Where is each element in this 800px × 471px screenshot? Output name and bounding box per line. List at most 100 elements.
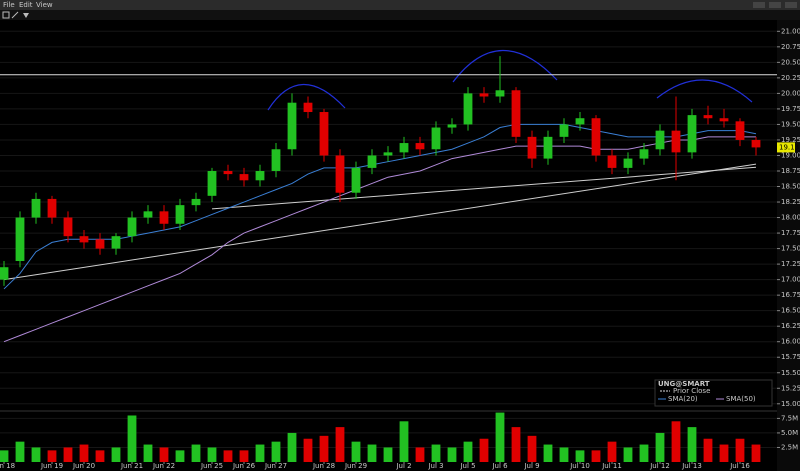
- candle-body: [703, 115, 713, 119]
- volume-bar: [447, 447, 457, 462]
- sma-line: [3, 123, 757, 290]
- volume-bar: [703, 438, 713, 462]
- candle-body: [303, 102, 313, 113]
- candle-body: [15, 217, 25, 262]
- volume-bar: [351, 441, 361, 462]
- x-tick-label: Jul 16: [729, 462, 750, 470]
- candle-body: [575, 118, 585, 125]
- x-tick-label: Jul 6: [491, 462, 508, 470]
- volume-bar: [591, 450, 601, 462]
- volume-bar: [207, 447, 217, 462]
- candle-body: [175, 205, 185, 224]
- x-tick-label: Jun 22: [152, 462, 175, 470]
- volume-bar: [399, 421, 409, 462]
- volume-bar: [303, 438, 313, 462]
- x-tick-label: Jul 9: [523, 462, 539, 470]
- volume-bar: [671, 421, 681, 462]
- trend-line: [3, 163, 757, 281]
- candle-body: [639, 149, 649, 159]
- maximize-button[interactable]: [769, 2, 781, 8]
- volume-bar: [175, 450, 185, 462]
- volume-bar: [95, 450, 105, 462]
- arc: [656, 79, 753, 103]
- x-tick-label: Jun 29: [344, 462, 367, 470]
- x-tick-label: Jul 5: [459, 462, 475, 470]
- candle-body: [687, 115, 697, 153]
- volume-bar: [223, 450, 233, 462]
- volume-bar: [383, 447, 393, 462]
- volume-bar: [639, 444, 649, 462]
- y-tick-label: 16.00: [781, 338, 800, 346]
- candle-body: [591, 118, 601, 156]
- legend-label: SMA(50): [726, 395, 756, 403]
- y-tick-label: 16.25: [781, 322, 800, 330]
- candle-body: [271, 149, 281, 171]
- menu-item[interactable]: File: [3, 1, 15, 9]
- x-tick-label: Jul 3: [427, 462, 443, 470]
- candle-body: [159, 211, 169, 224]
- y-tick-label: 19.75: [781, 105, 800, 113]
- candle-body: [543, 136, 553, 159]
- volume-bar: [127, 415, 137, 462]
- candle-body: [415, 143, 425, 150]
- volume-bar: [527, 435, 537, 462]
- x-tick-label: Jun 21: [120, 462, 143, 470]
- candle-body: [431, 127, 441, 150]
- legend-box: [654, 379, 773, 407]
- y-tick-label: 18.75: [781, 167, 800, 175]
- volume-bar: [287, 432, 297, 462]
- candle-body: [463, 93, 473, 125]
- v-tick-label: 2.5M: [781, 443, 798, 451]
- last-price-label: 19.13: [779, 143, 799, 151]
- axis-panel: [777, 20, 800, 471]
- candle-body: [127, 217, 137, 237]
- candle-body: [607, 155, 617, 168]
- candle-body: [191, 198, 201, 206]
- minimize-button[interactable]: [753, 2, 765, 8]
- candle-body: [255, 170, 265, 181]
- close-button[interactable]: [785, 2, 797, 8]
- menu-item[interactable]: View: [36, 1, 53, 9]
- candle-body: [79, 236, 89, 243]
- volume-bar: [143, 444, 153, 462]
- legend-label: SMA(20): [668, 395, 698, 403]
- x-tick-label: Jun 18: [0, 462, 15, 470]
- candle-body: [63, 217, 73, 237]
- x-tick-label: Jun 25: [200, 462, 223, 470]
- candle-body: [223, 170, 233, 175]
- volume-bar: [239, 450, 249, 462]
- y-tick-label: 18.25: [781, 198, 800, 206]
- volume-bar: [31, 447, 41, 462]
- y-tick-label: 20.00: [781, 89, 800, 97]
- hand-drawn-annotations: [267, 49, 753, 111]
- volume-bar: [495, 412, 505, 462]
- volume-bar: [735, 438, 745, 462]
- y-tick-label: 20.75: [781, 43, 800, 51]
- y-tick-label: 20.25: [781, 74, 800, 82]
- menu-item[interactable]: Edit: [19, 1, 33, 9]
- candle-body: [719, 118, 729, 122]
- candle-body: [143, 211, 153, 218]
- tool-icon[interactable]: [11, 11, 19, 19]
- y-tick-label: 18.50: [781, 183, 800, 191]
- candle-body: [367, 155, 377, 168]
- candle-body: [95, 239, 105, 249]
- tool-icon[interactable]: [23, 13, 29, 18]
- candle-body: [559, 124, 569, 137]
- menu-bar: [0, 0, 800, 10]
- sma-line: [3, 136, 756, 343]
- y-tick-label: 19.50: [781, 120, 800, 128]
- volume-bar: [607, 441, 617, 462]
- candle-body: [319, 112, 329, 156]
- y-tick-label: 16.50: [781, 307, 800, 315]
- candle-body: [655, 130, 665, 150]
- x-tick-label: Jun 28: [312, 462, 335, 470]
- y-tick-label: 18.00: [781, 214, 800, 222]
- candle-body: [0, 267, 9, 280]
- volume-bar: [367, 444, 377, 462]
- y-tick-label: 21.00: [781, 27, 800, 35]
- tool-icon[interactable]: [2, 11, 10, 19]
- volume-bar: [431, 444, 441, 462]
- last-price-box: [777, 142, 795, 153]
